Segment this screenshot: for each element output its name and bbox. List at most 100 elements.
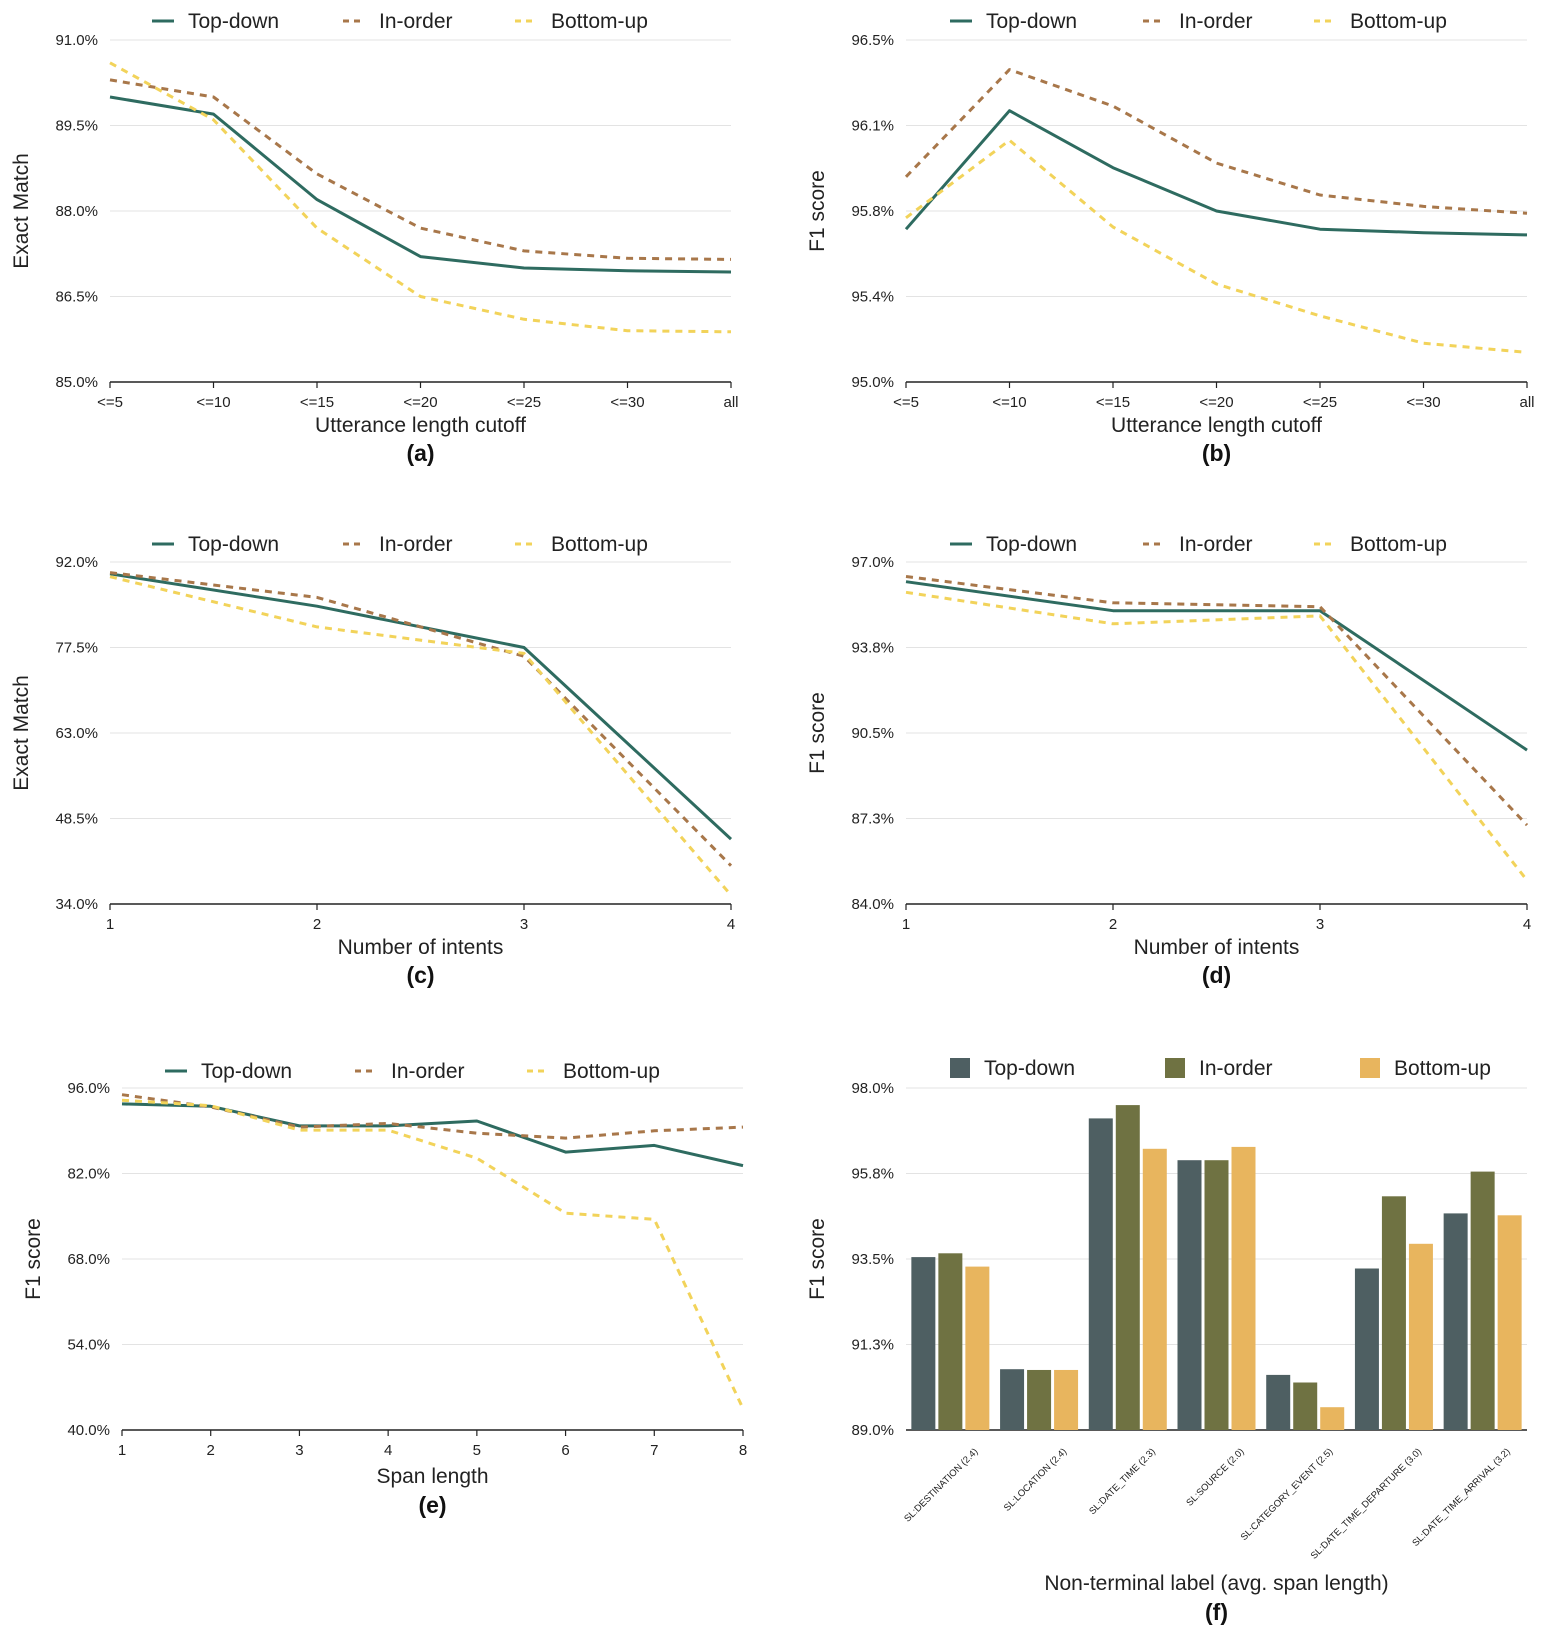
bar-top-down xyxy=(1443,1213,1468,1430)
legend-label: In-order xyxy=(379,533,453,556)
legend-label: In-order xyxy=(379,10,453,33)
bar-in-order xyxy=(1204,1160,1229,1430)
y-tick-label: 91.0% xyxy=(55,32,98,49)
x-tick-label: <=15 xyxy=(1096,394,1130,411)
bar-in-order xyxy=(1470,1171,1495,1430)
x-tick-label: <=30 xyxy=(610,394,644,411)
legend-label: In-order xyxy=(1179,10,1253,33)
y-tick-label: 82.0% xyxy=(67,1166,110,1183)
y-tick-label: 96.5% xyxy=(851,32,894,49)
y-tick-label: 87.3% xyxy=(851,811,894,828)
legend-label: In-order xyxy=(1199,1057,1273,1080)
y-tick-label: 34.0% xyxy=(55,896,98,913)
x-tick-label: SL:LOCATION (2.4) xyxy=(1002,1446,1069,1513)
series-line-in-order xyxy=(121,1093,744,1140)
legend-label: Top-down xyxy=(201,1060,292,1083)
panel-label: (e) xyxy=(418,1492,446,1518)
series-line-bottom-up xyxy=(905,138,1528,354)
y-tick-label: 91.3% xyxy=(851,1337,894,1354)
x-axis-label: Utterance length cutoff xyxy=(315,414,526,437)
legend-swatch xyxy=(1360,1058,1380,1078)
y-axis-label: Exact Match xyxy=(10,153,33,269)
panel-label: (c) xyxy=(406,962,434,988)
x-tick-label: 3 xyxy=(1316,916,1324,933)
y-tick-label: 96.1% xyxy=(851,118,894,135)
y-tick-label: 88.0% xyxy=(55,203,98,220)
bar-bottom-up xyxy=(1231,1146,1256,1430)
legend-label: Bottom-up xyxy=(551,533,648,556)
y-axis-label: F1 score xyxy=(806,1218,829,1300)
y-tick-label: 63.0% xyxy=(55,725,98,742)
series-line-bottom-up xyxy=(109,575,733,897)
y-tick-label: 77.5% xyxy=(55,640,98,657)
series-line-bottom-up xyxy=(121,1098,745,1410)
bar-bottom-up xyxy=(1142,1148,1167,1430)
x-axis-label: Utterance length cutoff xyxy=(1111,414,1322,437)
bar-top-down xyxy=(1088,1118,1113,1430)
bar-in-order xyxy=(1293,1382,1318,1430)
x-tick-label: <=25 xyxy=(507,394,541,411)
series-line-bottom-up xyxy=(109,61,732,334)
chart-e: 40.0% 54.0% 68.0% 82.0% 96.0% 1 2 3 4 5 6 7 8 Top-dow… xyxy=(22,1060,747,1518)
y-tick-label: 48.5% xyxy=(55,811,98,828)
y-axis-label: Exact Match xyxy=(10,675,33,791)
x-tick-label: 3 xyxy=(520,916,528,933)
legend-label: Bottom-up xyxy=(1394,1057,1491,1080)
y-tick-label: 89.0% xyxy=(851,1422,894,1439)
y-tick-label: 95.0% xyxy=(851,374,894,391)
x-tick-label: <=10 xyxy=(196,394,230,411)
bar-bottom-up xyxy=(1054,1369,1079,1430)
y-tick-label: 98.0% xyxy=(851,1080,894,1097)
x-tick-label: all xyxy=(723,394,738,411)
x-tick-label: 3 xyxy=(295,1442,303,1459)
y-tick-label: 90.5% xyxy=(851,725,894,742)
series-line-in-order xyxy=(109,571,733,867)
y-tick-label: 84.0% xyxy=(851,896,894,913)
x-tick-label: 2 xyxy=(313,916,321,933)
x-tick-label: <=10 xyxy=(992,394,1026,411)
x-tick-label: 1 xyxy=(106,916,114,933)
bar-bottom-up xyxy=(1320,1407,1345,1430)
panel-label: (b) xyxy=(1202,440,1231,466)
bar-bottom-up xyxy=(1408,1243,1433,1430)
chart-b: 95.0% 95.4% 95.8% 96.1% 96.5% <=5 <=10 <=15 <=20… xyxy=(806,10,1535,466)
x-tick-label: SL:DATE_TIME_ARRIVAL (3.2) xyxy=(1410,1446,1512,1548)
legend-label: Top-down xyxy=(188,10,279,33)
y-tick-label: 97.0% xyxy=(851,554,894,571)
series-line-top-down xyxy=(109,572,733,841)
x-tick-label: 2 xyxy=(1109,916,1117,933)
y-tick-label: 86.5% xyxy=(55,289,98,306)
series-line-in-order xyxy=(109,78,732,261)
bar-bottom-up xyxy=(965,1266,990,1430)
legend-label: Bottom-up xyxy=(551,10,648,33)
legend-label: Top-down xyxy=(188,533,279,556)
x-tick-label: <=15 xyxy=(300,394,334,411)
x-tick-label: 2 xyxy=(207,1442,215,1459)
x-tick-label: SL:SOURCE (2.0) xyxy=(1184,1446,1246,1508)
series-line-in-order xyxy=(905,575,1529,827)
bar-top-down xyxy=(1354,1268,1379,1430)
legend-label: Top-down xyxy=(986,533,1077,556)
legend-label: In-order xyxy=(391,1060,465,1083)
legend-swatch xyxy=(1165,1058,1185,1078)
y-tick-label: 95.8% xyxy=(851,1166,894,1183)
series-line-top-down xyxy=(905,580,1528,752)
x-tick-label: SL:DATE_TIME_DEPARTURE (3.0) xyxy=(1309,1446,1424,1561)
chart-c: 34.0% 48.5% 63.0% 77.5% 92.0% 1 2 3 4 Top-down In-… xyxy=(10,533,735,988)
x-axis-label: Non-terminal label (avg. span length) xyxy=(1044,1572,1388,1595)
y-axis-label: F1 score xyxy=(806,170,829,252)
chart-d: 84.0% 87.3% 90.5% 93.8% 97.0% 1 2 3 4 Top-down In-… xyxy=(806,533,1531,988)
y-tick-label: 96.0% xyxy=(67,1080,110,1097)
chart-a: 85.0% 86.5% 88.0% 89.5% 91.0% <=5 <=10 <=15 <=20… xyxy=(10,10,739,466)
x-tick-label: <=5 xyxy=(893,394,919,411)
x-tick-label: 8 xyxy=(739,1442,747,1459)
x-tick-label: 5 xyxy=(473,1442,481,1459)
y-tick-label: 92.0% xyxy=(55,554,98,571)
y-tick-label: 89.5% xyxy=(55,118,98,135)
y-tick-label: 93.8% xyxy=(851,640,894,657)
series-line-top-down xyxy=(904,109,1528,237)
x-tick-label: all xyxy=(1519,394,1534,411)
panel-label: (f) xyxy=(1205,1599,1228,1625)
